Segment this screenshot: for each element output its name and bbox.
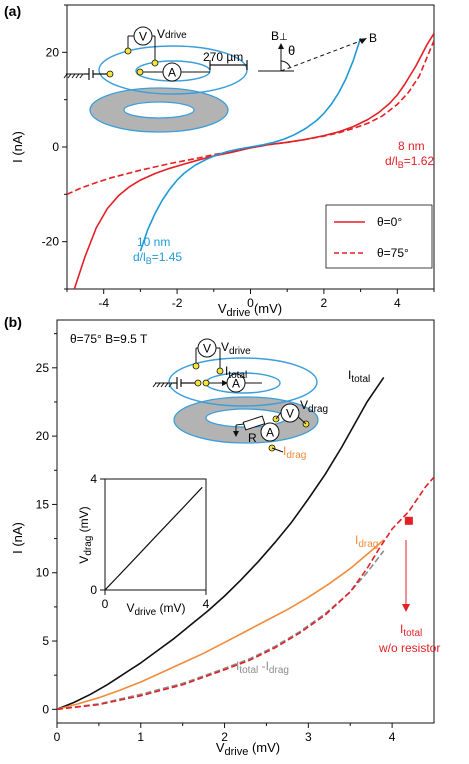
panel-b-sample-diagram: V Vdrive A Itotal V Vdrag R A Idrag	[152, 338, 328, 461]
contact-dot	[216, 367, 224, 375]
panel-a-sample-diagram: V Vdrive A 270 µm B⊥ θ B	[63, 26, 377, 133]
annotation-10nm-ratio: d/lB=1.45	[133, 250, 182, 266]
legend-label-75deg: θ=75°	[377, 246, 409, 260]
arrow-up-icon	[278, 43, 284, 49]
label-difference: Itotal -Idrag	[236, 659, 289, 676]
axis-label: I (nA)	[10, 522, 25, 554]
voltmeter-drag-icon	[280, 403, 300, 423]
voltmeter-letter: V	[203, 342, 211, 356]
voltmeter-icon	[133, 26, 153, 46]
voltmeter-drag-letter: V	[286, 407, 294, 421]
contact-dot	[151, 59, 159, 67]
marker-square	[404, 516, 413, 525]
label-wo-resistor-itotal: Itotal	[400, 622, 422, 639]
y-tick-label: 5	[42, 634, 49, 648]
ammeter-letter: A	[168, 66, 176, 80]
x-tick-label: 1	[137, 730, 144, 744]
ammeter-letter: A	[232, 377, 240, 391]
series-line-v-drag-vs-v-drive	[105, 486, 203, 590]
x-tick-label: 2	[321, 296, 328, 310]
voltmeter-letter: V	[139, 30, 147, 44]
contact-dot	[192, 362, 200, 370]
plot-frame	[104, 478, 207, 591]
x-tick-label: 4	[389, 730, 396, 744]
x-tick-label: 0	[102, 597, 109, 611]
series-line-i-total-w-o-resistor	[57, 476, 434, 711]
axis-label: Vdrive (mV)	[126, 601, 185, 618]
y-tick-label: -20	[42, 235, 60, 249]
annotation-8nm: 8 nm	[398, 139, 425, 153]
label-idrag: Idrag	[355, 533, 378, 550]
resistor-letter: R	[248, 431, 257, 445]
y-tick-label: 20	[36, 429, 50, 443]
annotation-10nm: 10 nm	[137, 235, 170, 249]
ammeter-drag-icon	[260, 422, 280, 442]
label-wo-resistor: w/o resistor	[378, 641, 440, 655]
panel-b-label: (b)	[4, 314, 22, 330]
y-tick-label: 25	[36, 361, 50, 375]
b-label: B	[369, 31, 377, 45]
inset-subplot: 0 4 0 4 Vdrive (mV) Vdrag (mV)	[77, 472, 210, 618]
x-tick-label: -2	[172, 296, 183, 310]
ground-icon	[152, 382, 173, 388]
idrag-inset-label: Idrag	[283, 444, 306, 461]
contact-dot	[106, 70, 114, 78]
y-tick-label: 10	[36, 566, 50, 580]
b-perp-label: B⊥	[271, 29, 288, 43]
scale-label: 270 µm	[203, 50, 243, 64]
x-tick-label: -4	[98, 296, 109, 310]
vdrag-inset-label: Vdrag	[300, 398, 328, 415]
y-tick-label: 0	[90, 583, 97, 597]
panel-a-label: (a)	[4, 3, 21, 19]
annotation-8nm-ratio: d/lB=1.62	[385, 154, 434, 170]
itotal-inset-label: Itotal	[225, 364, 247, 381]
theta-label: θ	[288, 43, 295, 58]
battery-icon	[173, 377, 198, 389]
label-itotal: Itotal	[348, 368, 370, 385]
series-line-i-total	[57, 376, 385, 711]
ammeter-drag-letter: A	[266, 426, 274, 440]
gray-ring	[89, 87, 229, 133]
panel-b-header: θ=75° B=9.5 T	[70, 332, 148, 346]
resistor-icon	[242, 415, 266, 431]
x-tick-label: 4	[203, 597, 210, 611]
y-tick-label: 20	[46, 45, 60, 59]
axis-label: Vdrag (mV)	[77, 506, 94, 563]
x-tick-label: 4	[394, 296, 401, 310]
contact-dot	[136, 68, 144, 76]
battery-icon	[84, 68, 110, 80]
series-line-10-nm	[139, 37, 362, 252]
y-tick-label: 0	[42, 702, 49, 716]
legend-label-0deg: θ=0°	[377, 215, 402, 229]
axis-label: Vdrive (mV)	[216, 740, 280, 758]
axis-label: I (nA)	[10, 131, 25, 163]
axis-label: Vdrive (mV)	[218, 301, 282, 319]
series-line-i-drag	[57, 539, 385, 711]
legend: θ=0° θ=75°	[325, 204, 433, 269]
arrow-right-icon	[359, 38, 367, 44]
arrow-down-icon	[402, 604, 410, 612]
contact-dot	[194, 379, 202, 387]
x-tick-label: 0	[247, 296, 254, 310]
blue-ring-outer	[168, 357, 318, 407]
x-tick-label: 2	[221, 730, 228, 744]
voltmeter-icon	[197, 338, 217, 358]
contact-dot	[124, 47, 132, 55]
ground-icon	[63, 73, 84, 79]
vdrive-label: Vdrive	[221, 340, 251, 357]
plot-frame	[56, 319, 435, 724]
y-tick-label: 0	[52, 140, 59, 154]
panel-b-plot: 0 1 2 3 4 0 5 10 15 20 25 Vdrive (mV) I (nA)	[10, 319, 435, 758]
contact-dot	[202, 379, 210, 387]
y-tick-label: 4	[90, 472, 97, 486]
x-tick-label: 0	[54, 730, 61, 744]
vdrive-label: Vdrive	[157, 27, 187, 41]
y-tick-label: 15	[36, 497, 50, 511]
series-line--75-	[67, 40, 434, 196]
x-tick-label: 3	[305, 730, 312, 744]
